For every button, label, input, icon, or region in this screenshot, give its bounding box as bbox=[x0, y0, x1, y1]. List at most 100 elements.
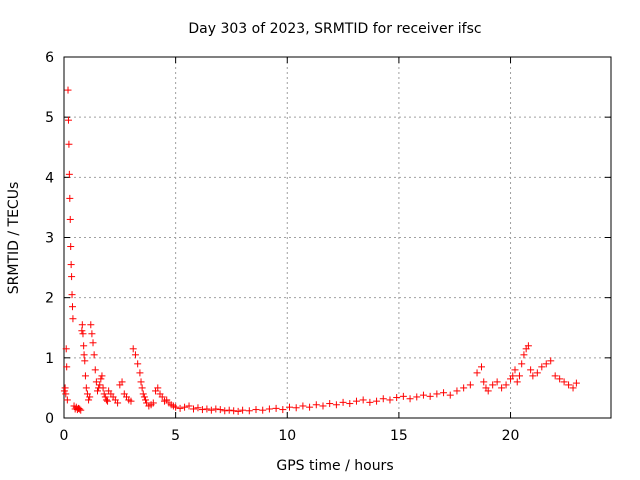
data-point bbox=[198, 406, 206, 414]
data-point bbox=[509, 372, 517, 380]
data-point bbox=[63, 396, 71, 404]
data-point bbox=[419, 391, 427, 399]
data-point bbox=[565, 381, 573, 389]
data-point bbox=[265, 405, 273, 413]
data-point bbox=[80, 342, 88, 350]
data-point bbox=[245, 407, 253, 415]
chart-title: Day 303 of 2023, SRMTID for receiver ifs… bbox=[188, 21, 481, 37]
data-point bbox=[67, 261, 75, 269]
data-point bbox=[239, 406, 247, 414]
data-point bbox=[102, 396, 110, 404]
data-point bbox=[279, 406, 287, 414]
data-point bbox=[98, 372, 106, 380]
data-point bbox=[79, 330, 87, 338]
data-point bbox=[542, 360, 550, 368]
data-point bbox=[61, 384, 69, 392]
data-point bbox=[64, 86, 72, 94]
data-point bbox=[140, 393, 148, 401]
data-point bbox=[489, 381, 497, 389]
data-point bbox=[493, 378, 501, 386]
data-point bbox=[538, 363, 546, 371]
data-point bbox=[453, 387, 461, 395]
data-point bbox=[62, 390, 70, 398]
data-point bbox=[230, 407, 238, 415]
data-point bbox=[203, 405, 211, 413]
data-point bbox=[64, 116, 72, 124]
data-point bbox=[466, 381, 474, 389]
data-point bbox=[87, 321, 95, 329]
data-point bbox=[91, 366, 99, 374]
data-point bbox=[100, 390, 108, 398]
data-point bbox=[114, 399, 122, 407]
y-tick-label: 2 bbox=[45, 291, 54, 307]
data-point bbox=[346, 400, 354, 408]
data-point bbox=[80, 351, 88, 359]
data-point bbox=[272, 404, 280, 412]
x-axis: 0 5 10 15 20 bbox=[60, 57, 519, 444]
data-point bbox=[86, 393, 94, 401]
data-point bbox=[96, 381, 104, 389]
plot-frame bbox=[63, 56, 612, 419]
y-tick-label: 0 bbox=[45, 411, 54, 427]
data-point bbox=[194, 404, 202, 412]
y-tick-label: 1 bbox=[45, 351, 54, 367]
data-point bbox=[63, 363, 71, 371]
data-point bbox=[172, 403, 180, 411]
data-point bbox=[225, 406, 233, 414]
data-point bbox=[66, 215, 74, 223]
data-point bbox=[92, 378, 100, 386]
data-point bbox=[207, 406, 215, 414]
data-point bbox=[69, 315, 77, 323]
data-point bbox=[234, 407, 242, 415]
data-point bbox=[141, 396, 149, 404]
data-point bbox=[90, 351, 98, 359]
data-point bbox=[520, 351, 528, 359]
data-point bbox=[399, 392, 407, 400]
data-point bbox=[181, 403, 189, 411]
data-point bbox=[252, 406, 260, 414]
x-axis-label: GPS time / hours bbox=[276, 458, 393, 474]
data-point bbox=[127, 397, 135, 405]
data-point bbox=[189, 405, 197, 413]
data-point bbox=[339, 398, 347, 406]
data-point bbox=[440, 389, 448, 397]
data-point bbox=[406, 395, 414, 403]
data-point bbox=[379, 395, 387, 403]
data-point bbox=[81, 372, 89, 380]
data-point bbox=[533, 369, 541, 377]
y-tick-label: 5 bbox=[45, 110, 54, 126]
data-point bbox=[366, 398, 374, 406]
data-point bbox=[185, 402, 193, 410]
data-point bbox=[515, 372, 523, 380]
data-point bbox=[478, 363, 486, 371]
data-point bbox=[65, 170, 73, 178]
y-tick-label: 4 bbox=[45, 170, 54, 186]
data-point bbox=[158, 393, 166, 401]
data-point bbox=[176, 404, 184, 412]
data-point bbox=[393, 394, 401, 402]
data-point bbox=[299, 402, 307, 410]
data-point bbox=[524, 342, 532, 350]
data-point bbox=[81, 357, 89, 365]
data-point bbox=[60, 387, 68, 395]
data-point bbox=[569, 384, 577, 392]
data-point bbox=[67, 243, 75, 251]
data-point bbox=[154, 384, 162, 392]
data-point bbox=[498, 384, 506, 392]
data-point bbox=[312, 401, 320, 409]
data-point bbox=[352, 397, 360, 405]
data-point bbox=[129, 345, 137, 353]
x-tick-label: 0 bbox=[60, 428, 69, 444]
grid-lines bbox=[64, 57, 611, 418]
y-axis: 0 1 2 3 4 5 6 bbox=[45, 50, 611, 427]
data-point bbox=[572, 379, 580, 387]
data-point bbox=[76, 405, 84, 413]
data-point bbox=[99, 384, 107, 392]
data-point bbox=[473, 369, 481, 377]
data-point bbox=[413, 393, 421, 401]
data-point bbox=[118, 378, 126, 386]
data-point bbox=[484, 387, 492, 395]
data-point bbox=[212, 405, 220, 413]
data-point bbox=[259, 406, 267, 414]
